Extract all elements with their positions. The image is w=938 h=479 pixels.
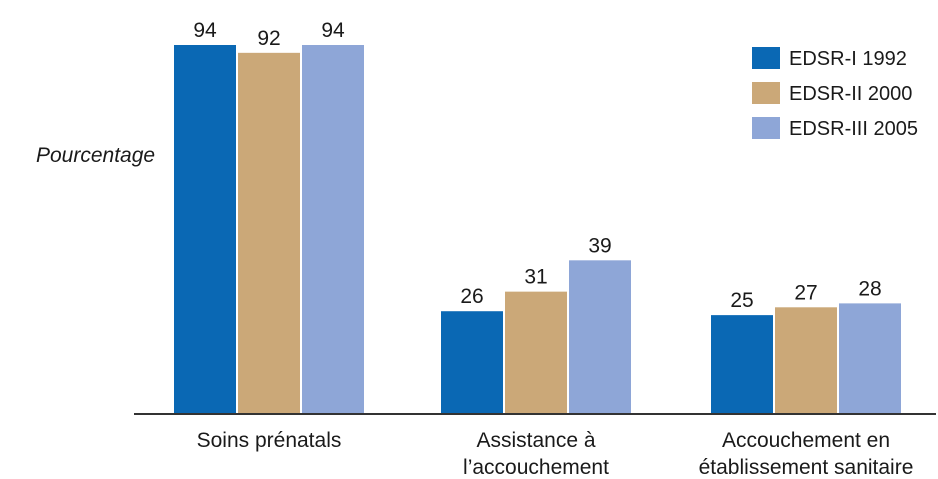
value-label-3-1: 94 — [321, 19, 345, 42]
value-label-1-3: 25 — [730, 289, 753, 312]
category-label-2-line-1: Assistance à — [476, 429, 595, 452]
bar-1-1 — [174, 45, 236, 413]
bar-3-1 — [302, 45, 364, 413]
bar-1-3 — [711, 315, 773, 413]
value-label-1-2: 26 — [460, 285, 483, 308]
bar-2-1 — [238, 52, 300, 414]
legend: EDSR-I 1992 EDSR-II 2000 EDSR-III 2005 — [752, 47, 918, 140]
value-label-2-3: 27 — [794, 281, 817, 304]
value-label-2-2: 31 — [524, 266, 547, 289]
bar-2-3 — [775, 307, 837, 413]
bar-3-2 — [569, 260, 631, 413]
value-label-3-3: 28 — [858, 277, 881, 300]
category-labels-layer: Soins prénatals Assistance à l’accouchemen… — [197, 429, 914, 479]
y-axis-label: Pourcentage — [36, 144, 155, 167]
value-label-3-2: 39 — [588, 234, 611, 257]
category-label-3-line-1: Accouchement en — [722, 429, 890, 452]
category-label-1-line-1: Soins prénatals — [197, 429, 342, 452]
bars-layer — [174, 45, 901, 414]
value-label-1-1: 94 — [193, 19, 217, 42]
legend-swatch-3 — [752, 117, 780, 139]
legend-swatch-2 — [752, 82, 780, 104]
value-labels-layer: 94 26 25 92 31 27 94 39 28 — [193, 19, 881, 312]
value-label-2-1: 92 — [257, 27, 280, 50]
bar-2-2 — [505, 291, 567, 413]
legend-label-3: EDSR-III 2005 — [789, 118, 918, 140]
bar-3-3 — [839, 303, 901, 413]
category-label-2-line-2: l’accouchement — [463, 456, 609, 479]
legend-swatch-1 — [752, 47, 780, 69]
category-label-3-line-2: établissement sanitaire — [699, 456, 914, 479]
legend-label-1: EDSR-I 1992 — [789, 48, 907, 70]
legend-label-2: EDSR-II 2000 — [789, 83, 912, 105]
bar-1-2 — [441, 311, 503, 413]
